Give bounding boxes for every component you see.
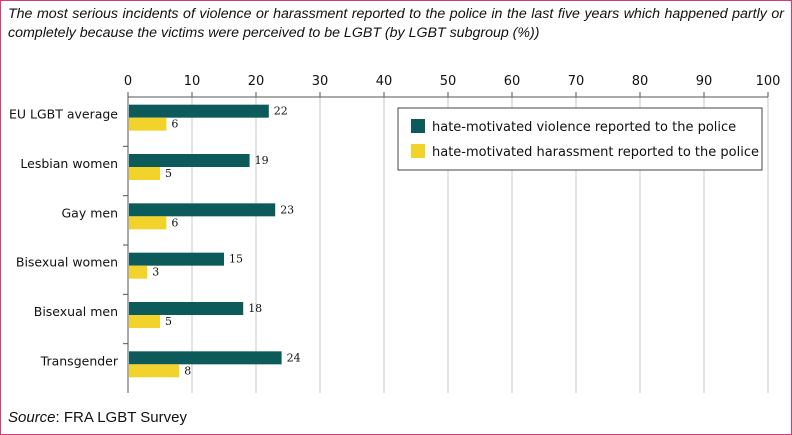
- bar-harassment: [129, 315, 160, 328]
- x-tick-label: 60: [504, 74, 521, 89]
- source-text: : FRA LGBT Survey: [55, 409, 187, 426]
- bar-violence: [129, 104, 269, 118]
- legend-box: [397, 107, 763, 171]
- legend-swatch-violence: [411, 119, 425, 133]
- bar-harassment: [129, 265, 148, 279]
- bar-violence: [129, 203, 276, 217]
- data-label: 8: [184, 364, 191, 377]
- bar-violence: [129, 351, 282, 365]
- x-tick-label: 100: [756, 74, 781, 89]
- legend: hate-motivated violence reported to the …: [397, 107, 763, 171]
- bar-harassment: [129, 117, 167, 131]
- bars: 22 6 19 5 23 6 15 3 18 5 24 8: [129, 104, 301, 378]
- x-axis: 0 10 20 30 40 50 60 70 80 90 100: [123, 74, 780, 393]
- x-tick-label: 50: [440, 74, 457, 89]
- data-label: 18: [248, 302, 262, 315]
- x-tick-label: 40: [376, 74, 393, 89]
- legend-swatch-harassment: [411, 144, 425, 158]
- data-label: 23: [280, 203, 294, 216]
- x-tick-label: 70: [568, 74, 585, 89]
- bar-harassment: [129, 216, 167, 230]
- legend-label-harassment: hate-motivated harassment reported to th…: [432, 145, 759, 160]
- bar-violence: [129, 302, 244, 315]
- category-label: Transgender: [40, 353, 119, 368]
- x-tick-label: 10: [184, 74, 201, 89]
- legend-label-violence: hate-motivated violence reported to the …: [432, 120, 736, 135]
- data-label: 6: [171, 216, 178, 229]
- x-tick-label: 0: [124, 74, 132, 89]
- source-prefix: Source: [8, 409, 56, 426]
- data-label: 5: [165, 167, 172, 180]
- category-label: Lesbian women: [20, 156, 118, 171]
- category-labels: EU LGBT average Lesbian women Gay men Bisex…: [9, 107, 119, 369]
- data-label: 19: [255, 154, 269, 167]
- bar-harassment: [129, 167, 160, 180]
- bar-violence: [129, 252, 224, 266]
- category-label: EU LGBT average: [9, 107, 118, 122]
- source-note: Source: FRA LGBT Survey: [8, 409, 187, 426]
- x-tick-label: 20: [248, 74, 265, 89]
- x-tick-label: 30: [312, 74, 329, 89]
- data-label: 3: [152, 266, 159, 279]
- chart-title: The most serious incidents of violence o…: [8, 6, 784, 41]
- x-tick-label: 80: [632, 74, 649, 89]
- data-label: 24: [287, 351, 301, 364]
- category-label: Gay men: [61, 205, 118, 220]
- data-label: 15: [229, 253, 243, 266]
- bar-harassment: [129, 364, 180, 378]
- x-tick-label: 90: [696, 74, 713, 89]
- category-label: Bisexual women: [16, 255, 118, 270]
- data-label: 5: [165, 315, 172, 328]
- data-label: 22: [274, 105, 288, 118]
- category-label: Bisexual men: [34, 304, 118, 319]
- data-label: 6: [171, 118, 178, 131]
- bar-violence: [129, 154, 250, 167]
